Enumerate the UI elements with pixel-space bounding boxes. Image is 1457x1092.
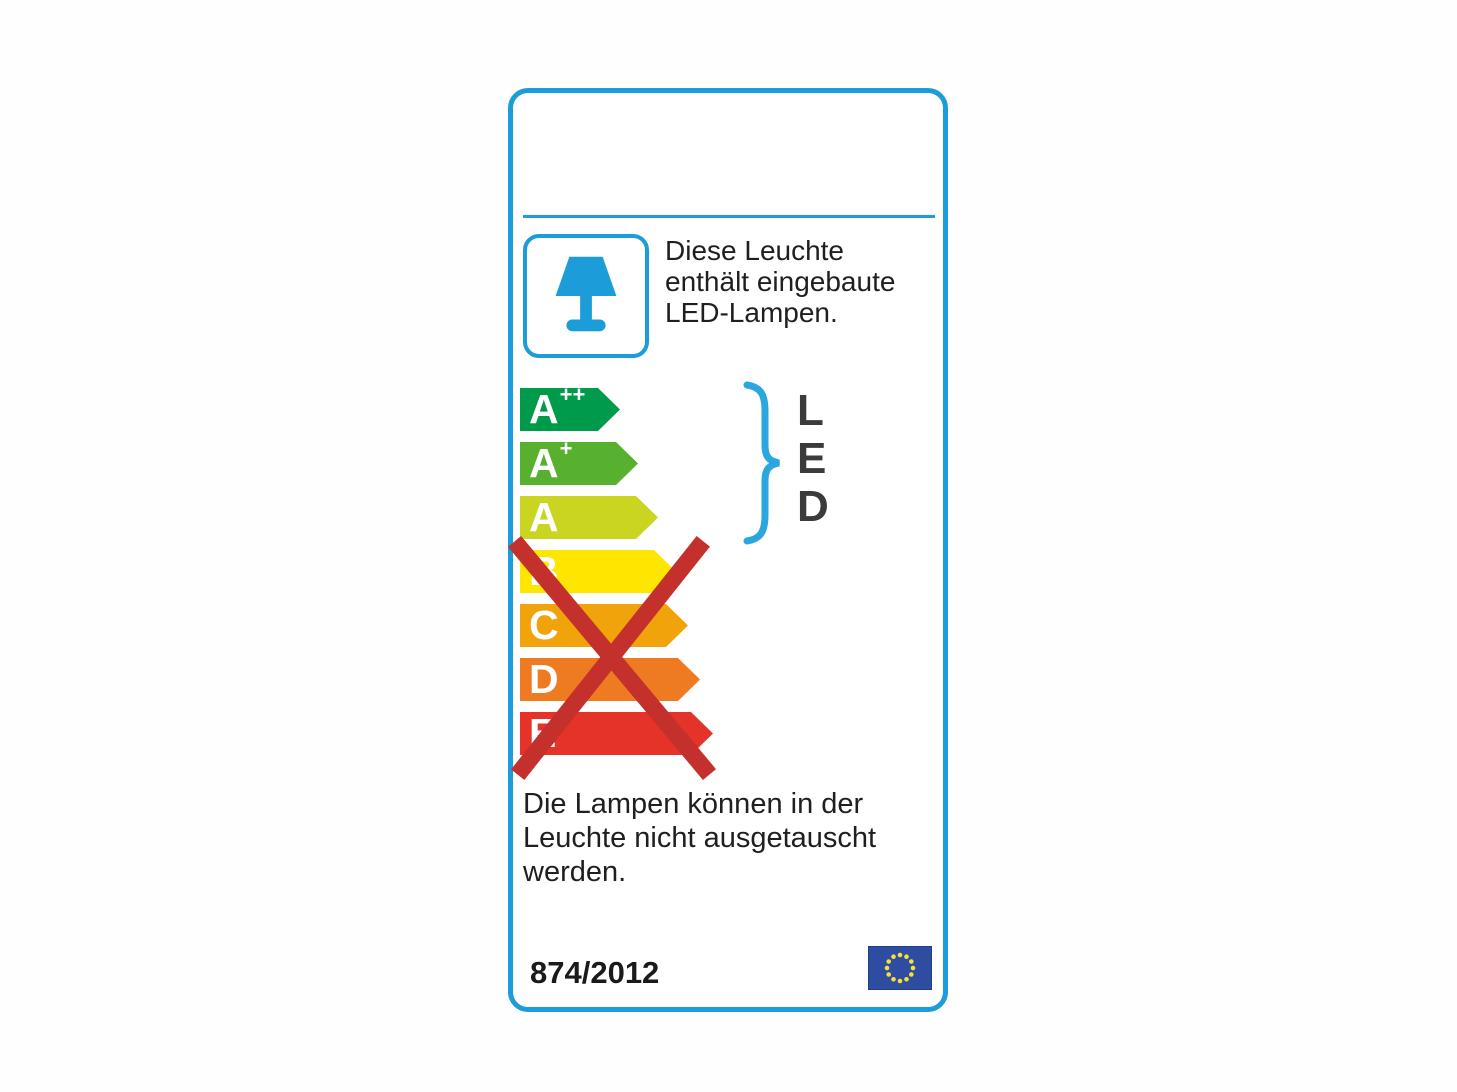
note-line-2: Leuchte nicht ausgetauscht bbox=[523, 822, 877, 854]
intro-line-3: LED-Lampen. bbox=[665, 297, 838, 328]
energy-class-arrow-a-plus: A+ bbox=[520, 442, 638, 485]
lamp-pictogram-frame bbox=[523, 234, 649, 358]
curly-brace-icon bbox=[743, 381, 780, 545]
led-letter-e: E bbox=[797, 434, 827, 483]
energy-class-arrow-e: E bbox=[520, 712, 713, 755]
replacement-note-text: Die Lampen können in der Leuchte nicht a… bbox=[523, 787, 876, 889]
eu-flag-stars bbox=[884, 952, 916, 984]
class-superscript: ++ bbox=[559, 382, 586, 407]
regulation-number: 874/2012 bbox=[530, 955, 660, 990]
class-letter: A bbox=[529, 494, 559, 540]
class-superscript: + bbox=[559, 436, 573, 461]
energy-class-arrow-a-plus-plus: A++ bbox=[520, 388, 620, 431]
header-divider-line bbox=[523, 215, 935, 218]
energy-class-arrow-b: B bbox=[520, 550, 676, 593]
class-letter: B bbox=[529, 548, 559, 594]
class-letter: A+ bbox=[529, 436, 573, 486]
energy-class-arrow-a: A bbox=[520, 496, 658, 539]
table-lamp-icon bbox=[555, 256, 617, 332]
energy-class-arrow-d: D bbox=[520, 658, 700, 701]
energy-class-scale: A++ A+ A B C D E bbox=[520, 388, 713, 766]
class-letter: D bbox=[529, 656, 559, 702]
led-text: L E D bbox=[797, 387, 829, 531]
led-letter-d: D bbox=[797, 482, 829, 531]
eu-energy-label: Diese Leuchte enthält eingebaute LED-Lam… bbox=[508, 88, 948, 1012]
led-letter-l: L bbox=[797, 386, 824, 435]
class-letter: E bbox=[529, 710, 557, 756]
eu-flag-icon bbox=[868, 946, 932, 990]
led-group-brace bbox=[743, 381, 783, 545]
intro-text: Diese Leuchte enthält eingebaute LED-Lam… bbox=[665, 235, 895, 328]
note-line-1: Die Lampen können in der bbox=[523, 788, 864, 820]
intro-line-2: enthält eingebaute bbox=[665, 266, 896, 297]
class-letter: A++ bbox=[529, 382, 586, 432]
class-letter: C bbox=[529, 602, 559, 648]
note-line-3: werden. bbox=[523, 856, 627, 888]
intro-line-1: Diese Leuchte bbox=[665, 235, 845, 266]
energy-class-arrow-c: C bbox=[520, 604, 688, 647]
